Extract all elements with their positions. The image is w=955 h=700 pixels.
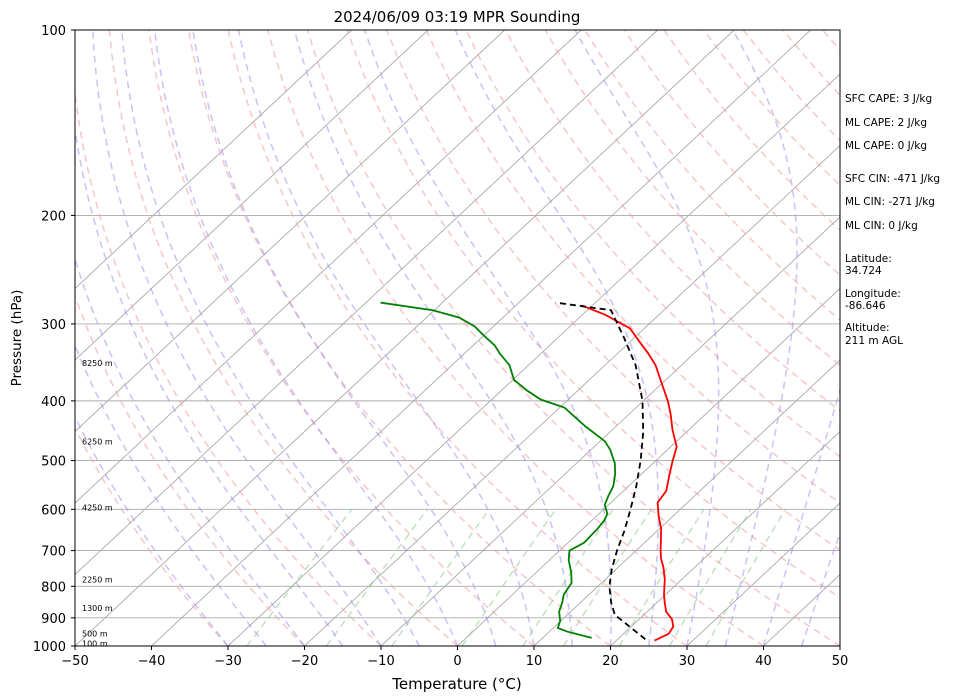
x-tick-label: −20	[291, 654, 318, 669]
annotation-text: 34.724	[845, 265, 882, 277]
annotation-text: SFC CAPE: 3 J/kg	[845, 93, 932, 105]
dry-adiabat	[75, 293, 306, 646]
annotation-text: Longitude:	[845, 288, 901, 300]
x-tick-label: −30	[214, 654, 241, 669]
moist-adiabat	[237, 30, 535, 646]
x-tick-label: −10	[367, 654, 394, 669]
dry-adiabat	[425, 30, 840, 504]
x-tick-label: 10	[526, 654, 543, 669]
isotherm	[457, 287, 840, 646]
dry-adiabat	[584, 30, 840, 321]
annotation-text: Altitude:	[845, 322, 890, 334]
x-tick-label: −40	[138, 654, 165, 669]
height-label: 4250 m	[82, 504, 113, 513]
mixing-ratio-line	[325, 508, 429, 646]
moist-adiabat	[192, 30, 497, 646]
x-axis-ticks: −50 −40 −30 −20 −10 0 10 20 30 40 50	[61, 646, 848, 669]
moist-adiabat	[75, 124, 344, 646]
annotation-text: Latitude:	[845, 253, 892, 265]
annotation-text: -86.646	[845, 300, 886, 312]
y-axis-ticks: 100 200 300 400 500 600 700 800 900 1000	[33, 24, 75, 655]
moist-adiabat	[293, 30, 574, 646]
y-tick-label: 700	[41, 545, 66, 560]
dry-adiabat	[386, 30, 840, 551]
mixing-ratio-line	[391, 508, 490, 646]
isotherm	[75, 30, 735, 646]
x-tick-label: 40	[755, 654, 772, 669]
isotherm	[227, 73, 840, 646]
moist-adiabat	[153, 30, 459, 646]
annotation-text: SFC CIN: -471 J/kg	[845, 173, 940, 185]
isotherm	[686, 502, 840, 646]
isotherm	[610, 430, 840, 646]
moist-adiabat	[75, 415, 229, 646]
y-tick-label: 100	[41, 24, 66, 39]
isotherm	[75, 30, 352, 290]
moist-adiabat	[121, 30, 420, 646]
y-tick-label: 400	[41, 395, 66, 410]
height-label: 100 m	[82, 639, 108, 648]
y-tick-label: 900	[41, 612, 66, 627]
dry-adiabat	[187, 30, 611, 646]
moist-adiabat	[574, 30, 720, 646]
dry-adiabat	[267, 30, 764, 646]
profile-line-2	[555, 301, 646, 640]
x-tick-label: 20	[602, 654, 619, 669]
x-tick-label: −50	[61, 654, 88, 669]
annotation-text: 211 m AGL	[845, 335, 903, 347]
chart-title: 2024/06/09 03:19 MPR Sounding	[334, 8, 581, 26]
isotherm	[151, 30, 811, 646]
y-tick-label: 300	[41, 318, 66, 333]
height-label: 500 m	[82, 630, 108, 639]
isotherm	[75, 30, 429, 361]
isotherm	[75, 30, 582, 504]
y-tick-label: 800	[41, 580, 66, 595]
x-axis-label: Temperature (°C)	[391, 675, 521, 693]
dry-adiabat	[544, 30, 840, 367]
background-lines	[75, 30, 840, 646]
mixing-ratio-line	[668, 508, 752, 646]
dry-adiabat	[306, 30, 840, 646]
height-label: 8250 m	[82, 359, 113, 368]
series-lines	[380, 301, 678, 642]
dry-adiabat	[227, 30, 688, 646]
isotherm	[380, 216, 840, 646]
x-tick-label: 50	[832, 654, 849, 669]
moist-adiabat	[724, 30, 798, 646]
isotherm	[304, 144, 840, 646]
isotherm	[75, 30, 658, 576]
annotation-text: ML CIN: -271 J/kg	[845, 196, 935, 208]
y-tick-label: 1000	[33, 640, 66, 655]
x-tick-label: 0	[453, 654, 461, 669]
moist-adiabat	[92, 30, 382, 646]
moist-adiabat	[363, 30, 612, 646]
profile-line-0	[581, 304, 678, 642]
isotherm	[75, 30, 505, 433]
moist-adiabat	[454, 30, 660, 646]
profile-line-1	[380, 301, 617, 639]
height-label: 1300 m	[82, 604, 113, 613]
height-label: 6250 m	[82, 438, 113, 447]
annotation-text: ML CAPE: 0 J/kg	[845, 140, 927, 152]
dry-adiabat	[346, 30, 840, 599]
annotations: SFC CAPE: 3 J/kg ML CAPE: 2 J/kg ML CAPE: …	[845, 93, 940, 347]
y-tick-label: 600	[41, 503, 66, 518]
moist-adiabat	[75, 256, 306, 646]
mixing-ratio-line	[705, 508, 786, 646]
annotation-text: ML CAPE: 2 J/kg	[845, 117, 927, 129]
mixing-ratio-line	[461, 508, 557, 646]
dry-adiabat	[108, 30, 458, 646]
annotation-text: ML CIN: 0 J/kg	[845, 220, 918, 232]
height-label: 2250 m	[82, 576, 113, 585]
x-tick-label: 30	[679, 654, 696, 669]
y-tick-label: 500	[41, 455, 66, 470]
dry-adiabat	[75, 86, 382, 646]
dry-adiabat	[148, 30, 535, 646]
y-axis-label: Pressure (hPa)	[9, 290, 25, 387]
mixing-ratio-line	[246, 508, 353, 646]
y-tick-label: 200	[41, 209, 66, 224]
isotherm	[533, 359, 840, 646]
